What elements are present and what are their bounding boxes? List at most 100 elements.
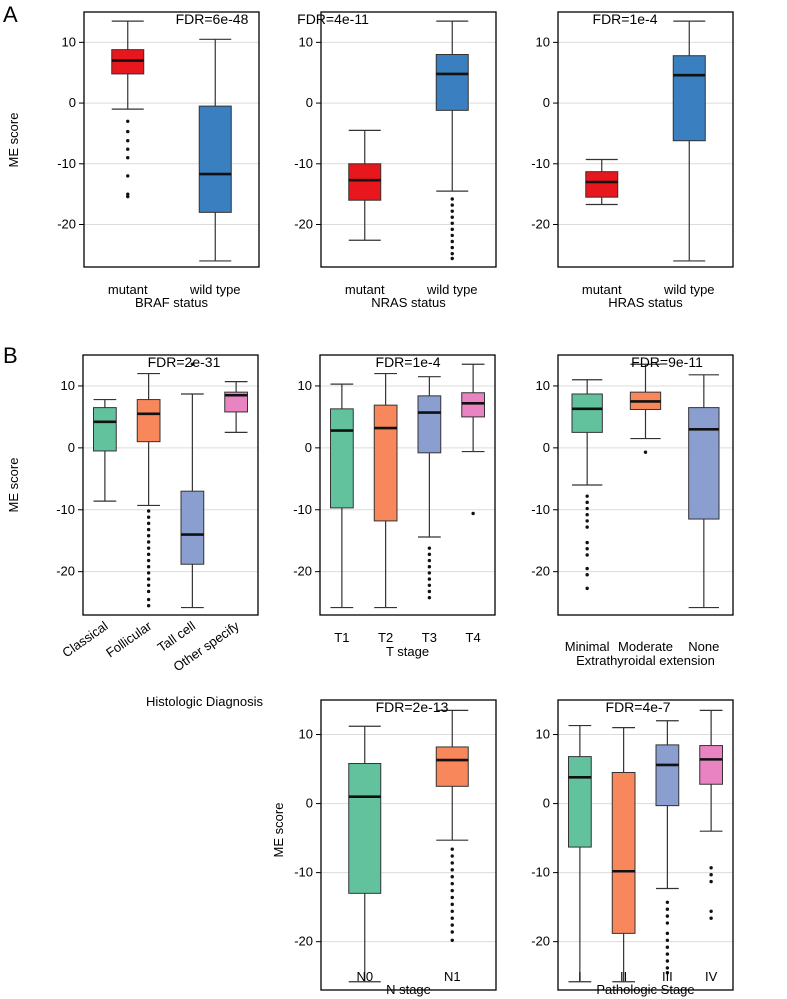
outlier-point-2 — [146, 521, 151, 526]
box-iqr — [688, 407, 720, 520]
outlier-point-6 — [585, 540, 589, 545]
y-tick-label-2: -10 — [294, 865, 313, 880]
y-tick-label-2: -10 — [531, 865, 550, 880]
fdr-annotation: FDR=6e-48 — [176, 11, 249, 27]
outlier-point-5 — [126, 174, 130, 178]
outlier-point-3 — [450, 215, 454, 219]
outlier-point-10 — [585, 573, 589, 577]
outlier-point-11 — [146, 577, 151, 581]
box-3 — [655, 720, 680, 975]
category-label-4: T4 — [466, 630, 481, 645]
outlier-point-3 — [427, 565, 432, 569]
y-tick-label-1: 0 — [306, 95, 313, 110]
y-axis-title: ME score — [6, 113, 21, 168]
category-label-1: Classical — [59, 618, 110, 660]
box-4 — [461, 363, 485, 516]
y-tick-label-2: -10 — [293, 502, 312, 517]
outlier-point-4 — [126, 156, 130, 160]
box-iqr — [571, 393, 603, 433]
box-iqr — [348, 763, 382, 894]
outlier-point-1 — [450, 203, 454, 207]
y-tick-label-0: 10 — [536, 34, 550, 49]
box-3 — [688, 374, 720, 609]
outlier-point-8 — [585, 553, 589, 557]
outlier-point-0 — [450, 847, 454, 851]
outlier-point-10 — [146, 571, 151, 575]
x-axis-title: T stage — [386, 644, 429, 659]
box-iqr — [585, 171, 619, 198]
outlier-point-7 — [450, 239, 454, 244]
plot-frame — [319, 354, 496, 616]
box-iqr — [672, 55, 706, 142]
outlier-point-7 — [146, 552, 151, 557]
y-tick-label-0: 10 — [61, 378, 75, 393]
plot-frame — [320, 699, 497, 991]
outlier-point-9 — [665, 966, 670, 970]
box-iqr — [348, 163, 382, 201]
box-iqr — [655, 744, 680, 807]
fdr-annotation: FDR=9e-11 — [631, 354, 703, 370]
category-label-1: mutant — [582, 282, 622, 297]
outlier-point-0 — [450, 197, 454, 201]
y-tick-label-3: -20 — [531, 934, 550, 949]
plot-frame — [557, 11, 734, 268]
fdr-annotation: FDR=2e-13 — [376, 699, 449, 715]
box-iqr — [417, 395, 442, 454]
outlier-point-0 — [471, 511, 475, 516]
x-axis-title: NRAS status — [371, 295, 446, 310]
outlier-point-8 — [450, 902, 454, 907]
outlier-point-1 — [585, 500, 589, 505]
y-tick-label-2: -10 — [294, 156, 313, 171]
y-tick-label-0: 10 — [299, 727, 313, 742]
outlier-point-3 — [146, 527, 151, 532]
y-tick-label-3: -20 — [531, 217, 550, 232]
outlier-point-8 — [450, 245, 454, 250]
outlier-point-1 — [665, 907, 670, 911]
outlier-point-7 — [450, 895, 454, 900]
box-2 — [672, 20, 706, 262]
outlier-point-4 — [146, 534, 151, 538]
plot-frame — [83, 11, 260, 268]
outlier-point-7 — [427, 589, 432, 594]
outlier-point-1 — [146, 515, 151, 519]
category-label-3: T3 — [422, 630, 437, 645]
y-tick-label-3: -20 — [531, 564, 550, 579]
box-iqr — [611, 772, 636, 934]
y-tick-label-0: 10 — [536, 727, 550, 742]
outlier-point-0 — [146, 509, 151, 513]
outlier-point-5 — [427, 577, 432, 581]
outlier-point-5 — [450, 881, 454, 886]
outlier-point-6 — [450, 233, 454, 238]
outlier-point-4 — [427, 571, 432, 575]
box-iqr — [435, 54, 469, 111]
box-2 — [373, 372, 398, 609]
box-1 — [348, 725, 382, 983]
category-label-2: Moderate — [618, 639, 673, 654]
outlier-point-2 — [450, 861, 454, 865]
outlier-point-2 — [665, 914, 670, 918]
box-1 — [568, 724, 592, 983]
plot-frame — [320, 11, 497, 268]
outlier-point-1 — [126, 129, 130, 134]
y-tick-label-3: -20 — [57, 217, 76, 232]
outlier-point-9 — [450, 909, 454, 913]
panel-letter-b: B — [3, 343, 18, 368]
category-label-1: I — [578, 969, 582, 984]
outlier-point-6 — [665, 945, 670, 949]
box-2 — [198, 38, 232, 262]
x-axis-title: Extrathyroidal extension — [576, 653, 715, 668]
category-label-2: wild type — [189, 282, 241, 297]
y-tick-label-3: -20 — [294, 217, 313, 232]
outlier-point-0 — [126, 119, 130, 123]
box-iqr — [373, 404, 398, 522]
chart-5: 10 0 -10 -20 T1 T2 T3 T4 T stage FDR=1e-4 — [293, 354, 496, 659]
category-label-1: N0 — [356, 969, 373, 984]
box-2 — [435, 709, 469, 942]
outlier-point-2 — [126, 139, 130, 143]
y-tick-label-1: 0 — [543, 440, 550, 455]
outlier-point-0 — [643, 450, 648, 454]
outlier-point-4 — [709, 916, 713, 920]
outlier-point-3 — [450, 868, 454, 872]
plot-frame — [557, 699, 734, 991]
